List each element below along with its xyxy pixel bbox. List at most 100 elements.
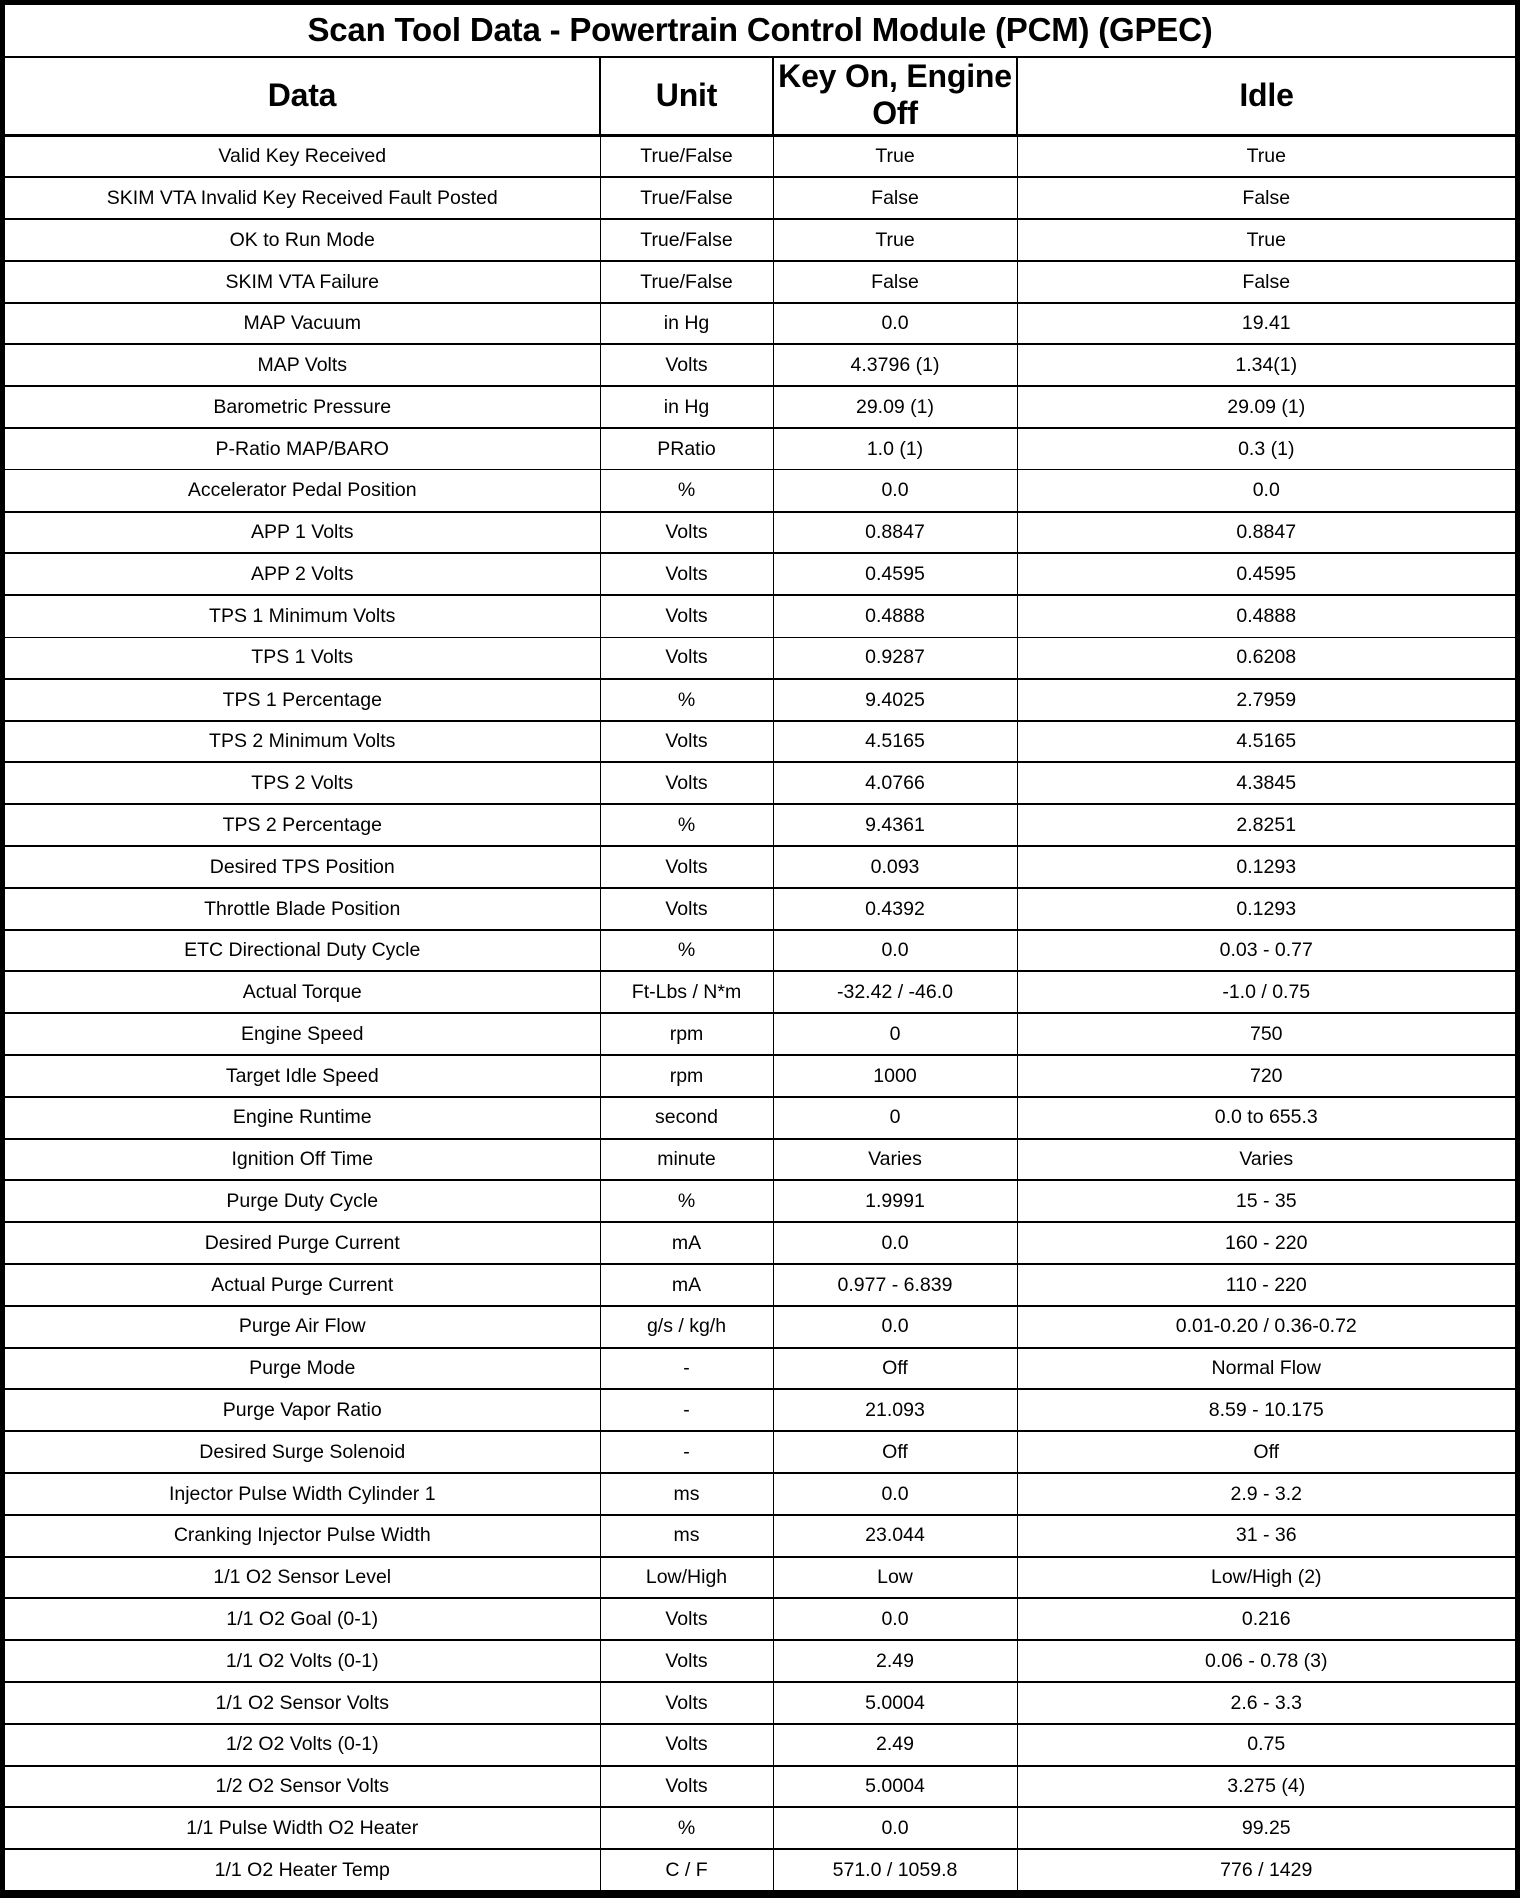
idle-value-cell: 2.9 - 3.2: [1016, 1472, 1516, 1516]
parameter-name-cell: P-Ratio MAP/BARO: [5, 427, 601, 471]
table-row: Actual Purge Current mA 0.977 - 6.839 110 -…: [5, 1263, 1516, 1307]
key-on-engine-off-value-cell: -32.42 / -46.0: [772, 970, 1018, 1014]
idle-value-cell: 110 - 220: [1016, 1263, 1516, 1307]
table-row: APP 1 Volts Volts 0.8847 0.8847: [5, 510, 1516, 555]
parameter-name-cell: MAP Vacuum: [5, 302, 601, 345]
idle-value-cell: 0.06 - 0.78 (3): [1016, 1639, 1516, 1683]
idle-value-cell: 15 - 35: [1016, 1179, 1516, 1224]
parameter-name-cell: Purge Vapor Ratio: [5, 1388, 601, 1433]
table-row: 1/1 O2 Sensor Level Low/High Low Low/High (…: [5, 1556, 1516, 1599]
unit-cell: True/False: [599, 135, 774, 178]
unit-cell: True/False: [599, 259, 774, 304]
idle-value-cell: 2.6 - 3.3: [1016, 1680, 1516, 1725]
unit-cell: True/False: [599, 218, 774, 262]
table-head: Scan Tool Data - Powertrain Control Modu…: [5, 5, 1516, 137]
idle-value-cell: 0.0 to 655.3: [1016, 1096, 1516, 1140]
table-row: Actual Torque Ft-Lbs / N*m -32.42 / -46.0-…: [5, 970, 1516, 1014]
unit-cell: %: [599, 803, 774, 848]
unit-cell: in Hg: [599, 385, 774, 430]
unit-cell: Volts: [599, 845, 774, 889]
parameter-name-cell: OK to Run Mode: [5, 218, 601, 262]
parameter-name-cell: APP 2 Volts: [5, 552, 601, 597]
idle-value-cell: 0.4595: [1016, 552, 1516, 597]
key-on-engine-off-value-cell: 0.977 - 6.839: [772, 1263, 1018, 1307]
parameter-name-cell: 1/1 O2 Goal (0-1): [5, 1597, 601, 1642]
parameter-name-cell: 1/2 O2 Volts (0-1): [5, 1722, 601, 1767]
unit-cell: Volts: [599, 636, 774, 680]
idle-value-cell: False: [1016, 176, 1516, 221]
unit-cell: %: [599, 928, 774, 973]
key-on-engine-off-value-cell: 0.0: [772, 928, 1018, 973]
unit-cell: Volts: [599, 1765, 774, 1808]
key-on-engine-off-value-cell: 0.0: [772, 1806, 1018, 1851]
idle-value-cell: 0.216: [1016, 1597, 1516, 1642]
key-on-engine-off-value-cell: False: [772, 259, 1018, 304]
idle-value-cell: True: [1016, 135, 1516, 178]
key-on-engine-off-value-cell: 4.3796 (1): [772, 343, 1018, 388]
idle-value-cell: 0.4888: [1016, 594, 1516, 638]
key-on-engine-off-value-cell: True: [772, 135, 1018, 178]
parameter-name-cell: TPS 1 Volts: [5, 636, 601, 680]
key-on-engine-off-value-cell: False: [772, 176, 1018, 221]
idle-value-cell: True: [1016, 218, 1516, 262]
document-title: Scan Tool Data - Powertrain Control Modu…: [5, 5, 1516, 58]
parameter-name-cell: Actual Torque: [5, 970, 601, 1014]
parameter-name-cell: Desired Surge Solenoid: [5, 1430, 601, 1474]
idle-value-cell: 0.0: [1016, 469, 1516, 513]
parameter-name-cell: 1/1 O2 Sensor Volts: [5, 1680, 601, 1725]
parameter-name-cell: SKIM VTA Invalid Key Received Fault Post…: [5, 176, 601, 221]
parameter-name-cell: APP 1 Volts: [5, 510, 601, 555]
parameter-name-cell: SKIM VTA Failure: [5, 259, 601, 304]
idle-value-cell: 0.8847: [1016, 510, 1516, 555]
key-on-engine-off-value-cell: 1.9991: [772, 1179, 1018, 1224]
parameter-name-cell: TPS 1 Percentage: [5, 677, 601, 722]
unit-cell: Volts: [599, 1722, 774, 1767]
table-row: Purge Duty Cycle% 1.9991 15 - 35: [5, 1179, 1516, 1224]
table-row: Desired TPS Position Volts 0.093 0.1293: [5, 845, 1516, 889]
table-row: 1/1 Pulse Width O2 Heater% 0.0 99.25: [5, 1806, 1516, 1851]
table-row: Throttle Blade Position Volts 0.4392 0.1293: [5, 886, 1516, 931]
key-on-engine-off-value-cell: 1.0 (1): [772, 427, 1018, 471]
unit-cell: Low/High: [599, 1556, 774, 1599]
key-on-engine-off-value-cell: 2.49: [772, 1722, 1018, 1767]
table-row: Purge Vapor Ratio -21.093 8.59 - 10.175: [5, 1388, 1516, 1433]
idle-value-cell: 4.5165: [1016, 719, 1516, 764]
parameter-name-cell: Desired TPS Position: [5, 845, 601, 889]
unit-cell: %: [599, 469, 774, 513]
idle-value-cell: 4.3845: [1016, 761, 1516, 805]
unit-cell: Volts: [599, 886, 774, 931]
unit-cell: Volts: [599, 1639, 774, 1683]
column-header-idle: Idle: [1015, 56, 1516, 137]
idle-value-cell: Off: [1016, 1430, 1516, 1474]
idle-value-cell: 0.6208: [1016, 636, 1516, 680]
table-row: MAP Vacuum in Hg 0.0 19.41: [5, 302, 1516, 345]
parameter-name-cell: Purge Air Flow: [5, 1304, 601, 1349]
idle-value-cell: 750: [1016, 1012, 1516, 1057]
parameter-name-cell: Valid Key Received: [5, 135, 601, 178]
unit-cell: Ft-Lbs / N*m: [599, 970, 774, 1014]
idle-value-cell: 99.25: [1016, 1806, 1516, 1851]
parameter-name-cell: Engine Runtime: [5, 1096, 601, 1140]
idle-value-cell: 776 / 1429: [1016, 1848, 1516, 1894]
table-row: Valid Key Received True/False True True: [5, 135, 1516, 178]
unit-cell: Volts: [599, 552, 774, 597]
parameter-name-cell: Cranking Injector Pulse Width: [5, 1513, 601, 1558]
idle-value-cell: Normal Flow: [1016, 1347, 1516, 1390]
key-on-engine-off-value-cell: 0.0: [772, 302, 1018, 345]
key-on-engine-off-value-cell: 0.0: [772, 469, 1018, 513]
unit-cell: rpm: [599, 1012, 774, 1057]
table-row: 1/1 O2 Heater Temp C / F 571.0 / 1059.8 776…: [5, 1848, 1516, 1894]
key-on-engine-off-value-cell: Low: [772, 1556, 1018, 1599]
table-row: Desired Purge Current mA 0.0 160 - 220: [5, 1221, 1516, 1265]
idle-value-cell: 31 - 36: [1016, 1513, 1516, 1558]
parameter-name-cell: Throttle Blade Position: [5, 886, 601, 931]
idle-value-cell: 1.34(1): [1016, 343, 1516, 388]
parameter-name-cell: Actual Purge Current: [5, 1263, 601, 1307]
parameter-name-cell: Purge Mode: [5, 1347, 601, 1390]
unit-cell: ms: [599, 1513, 774, 1558]
idle-value-cell: -1.0 / 0.75: [1016, 970, 1516, 1014]
parameter-name-cell: TPS 2 Percentage: [5, 803, 601, 848]
idle-value-cell: False: [1016, 259, 1516, 304]
unit-cell: Volts: [599, 510, 774, 555]
key-on-engine-off-value-cell: 0.4595: [772, 552, 1018, 597]
